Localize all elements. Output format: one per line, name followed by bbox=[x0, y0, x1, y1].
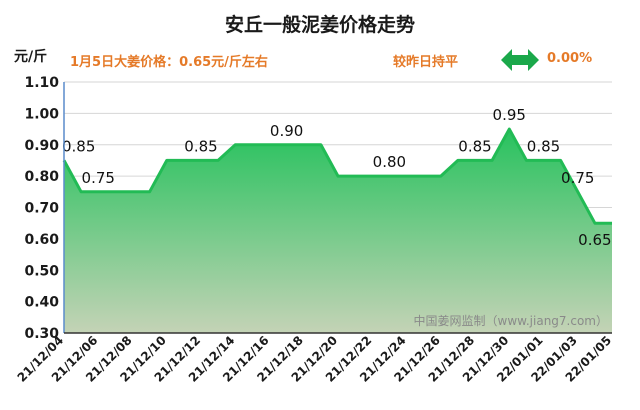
axes bbox=[63, 82, 612, 334]
data-label: 0.85 bbox=[458, 137, 491, 155]
y-tick-label: 0.40 bbox=[24, 295, 59, 311]
data-label: 0.85 bbox=[62, 137, 95, 155]
data-label: 0.65 bbox=[578, 231, 611, 249]
watermark: 中国姜网监制（www.jiang7.com） bbox=[414, 313, 608, 328]
change-value: 0.00% bbox=[547, 51, 593, 66]
data-label: 0.85 bbox=[527, 137, 560, 155]
double-arrow-icon bbox=[501, 49, 539, 71]
data-label: 0.85 bbox=[184, 137, 217, 155]
y-axis-unit: 元/斤 bbox=[14, 49, 48, 65]
change-label: 较昨日持平 bbox=[393, 55, 459, 70]
x-tick-labels: 21/12/0421/12/0621/12/0821/12/1021/12/12… bbox=[15, 333, 615, 385]
y-tick-label: 0.30 bbox=[24, 326, 59, 342]
data-label: 0.75 bbox=[561, 169, 594, 187]
y-tick-label: 0.50 bbox=[24, 263, 59, 279]
y-tick-label: 1.10 bbox=[24, 75, 59, 91]
price-summary: 1月5日大姜价格：0.65元/斤左右 bbox=[70, 55, 268, 70]
y-tick-labels: 0.30 0.40 0.50 0.60 0.70 0.80 0.90 1.00 1.10 bbox=[24, 75, 59, 342]
price-line bbox=[62, 127, 612, 225]
data-label: 0.90 bbox=[270, 122, 303, 140]
chart-title: 安丘一般泥姜价格走势 bbox=[224, 14, 415, 36]
y-tick-label: 0.90 bbox=[24, 138, 59, 154]
y-tick-label: 0.60 bbox=[24, 232, 59, 248]
data-label: 0.75 bbox=[82, 169, 115, 187]
y-tick-label: 0.80 bbox=[24, 169, 59, 185]
data-labels: 0.850.750.850.900.800.850.950.850.750.65 bbox=[62, 106, 612, 249]
y-tick-label: 1.00 bbox=[24, 106, 59, 122]
data-label: 0.80 bbox=[373, 153, 406, 171]
price-area bbox=[64, 129, 612, 333]
y-tick-label: 0.70 bbox=[24, 201, 59, 217]
data-label: 0.95 bbox=[493, 106, 526, 124]
